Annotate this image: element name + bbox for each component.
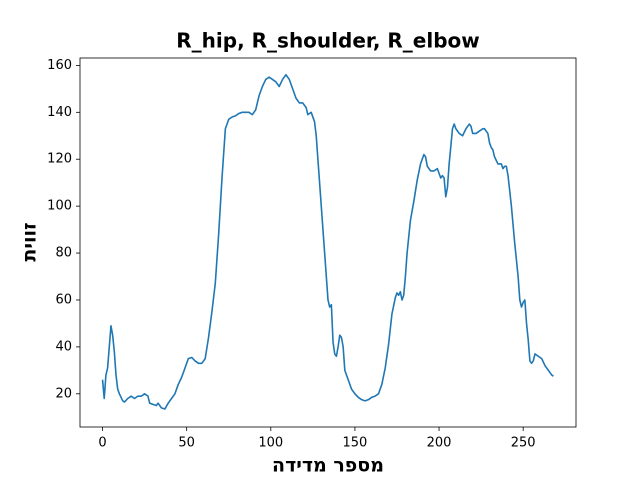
chart-title: R_hip, R_shoulder, R_elbow	[176, 29, 479, 53]
x-tick-label: 100	[258, 436, 283, 451]
y-axis-label: זווית	[19, 222, 41, 261]
y-tick-label: 20	[55, 386, 72, 401]
y-tick-label: 80	[55, 246, 72, 261]
x-tick-label: 150	[343, 436, 368, 451]
data-line	[101, 73, 554, 410]
x-axis-label: מספר מדידה	[272, 455, 384, 477]
axes-frame	[79, 57, 577, 428]
y-tick-label: 140	[47, 105, 72, 120]
x-tick-label: 50	[178, 436, 195, 451]
y-tick-label: 100	[47, 199, 72, 214]
y-tick-label: 40	[55, 339, 72, 354]
x-tick-label: 0	[98, 436, 106, 451]
y-tick-label: 60	[55, 292, 72, 307]
y-tick-label: 120	[47, 152, 72, 167]
y-tick-label: 160	[47, 58, 72, 73]
x-tick-label: 250	[511, 436, 536, 451]
x-tick-label: 200	[427, 436, 452, 451]
plot-area: 0 50 100 150 200 250 20 40 60 80 100 120 140 160	[47, 58, 554, 451]
